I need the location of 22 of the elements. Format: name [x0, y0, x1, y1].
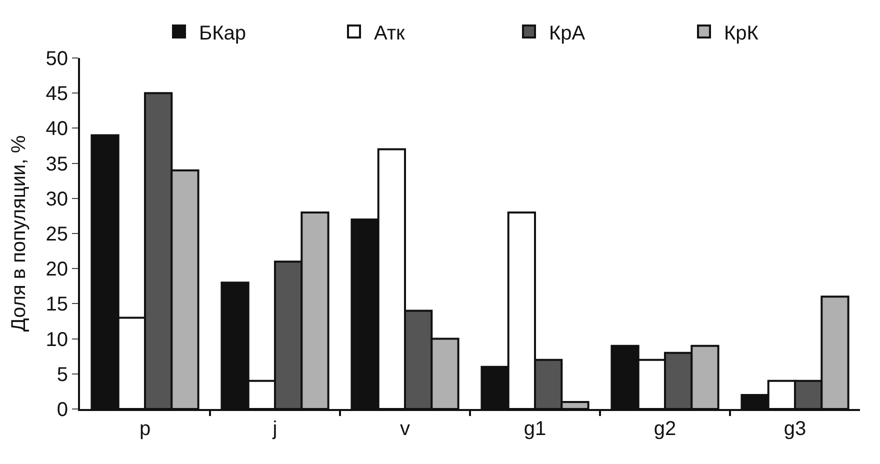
- x-tick-label: g2: [654, 418, 676, 440]
- y-tick-label: 0: [56, 399, 68, 421]
- legend-label: БКар: [199, 22, 246, 44]
- x-tick-label: g1: [524, 418, 546, 440]
- y-tick-label: 30: [46, 188, 68, 210]
- y-tick-label: 45: [46, 83, 68, 106]
- y-tick-label: 15: [46, 294, 68, 316]
- legend-label: Атк: [374, 22, 406, 44]
- x-tick-label: g3: [784, 418, 806, 440]
- y-tick-label: 40: [46, 118, 68, 140]
- legend-label: КрК: [724, 22, 759, 44]
- x-tick-label: j: [272, 418, 278, 440]
- y-tick-label: 10: [46, 328, 68, 351]
- y-axis-title: Доля в популяции, %: [8, 135, 30, 332]
- y-tick-label: 5: [56, 364, 68, 386]
- legend-label: КрА: [549, 22, 586, 44]
- x-tick-label: v: [400, 418, 410, 440]
- y-tick-label: 20: [46, 258, 68, 281]
- x-tick-label: p: [139, 418, 151, 440]
- y-tick-label: 35: [46, 153, 68, 176]
- y-tick-label: 50: [46, 48, 68, 70]
- y-tick-label: 25: [46, 224, 68, 246]
